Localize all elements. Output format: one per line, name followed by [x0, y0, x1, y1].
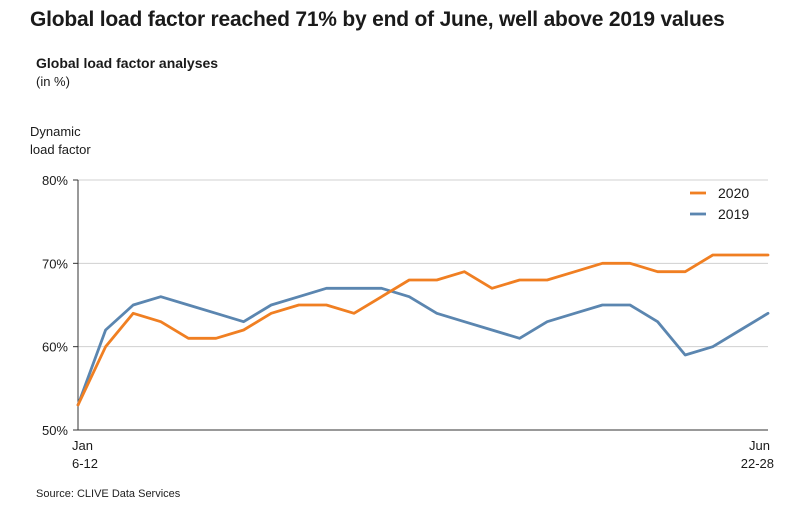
y-tick-label-70: 70% [42, 256, 68, 271]
series-line-2020 [76, 253, 770, 407]
source-note: Source: CLIVE Data Services [36, 488, 181, 500]
y-tick-label-50: 50% [42, 423, 68, 438]
y-tick-label-60: 60% [42, 340, 68, 355]
legend-label-2020: 2020 [718, 185, 749, 201]
y-axis-label-line2: load factor [30, 142, 91, 157]
x-tick-last-line2: 22-28 [741, 456, 774, 471]
y-axis-label: Dynamic load factor [30, 123, 120, 159]
series-line-2019 [76, 286, 770, 407]
y-axis-label-line1: Dynamic [30, 124, 81, 139]
y-tick-label-80: 80% [42, 173, 68, 188]
legend-label-2019: 2019 [718, 206, 749, 222]
chart-title: Global load factor analyses [36, 55, 219, 71]
x-tick-first-line1: Jan [72, 438, 93, 453]
chart-unit: (in %) [36, 74, 70, 89]
x-tick-first-line2: 6-12 [72, 456, 98, 471]
headline: Global load factor reached 71% by end of… [30, 8, 725, 31]
x-tick-last-line1: Jun [749, 438, 770, 453]
